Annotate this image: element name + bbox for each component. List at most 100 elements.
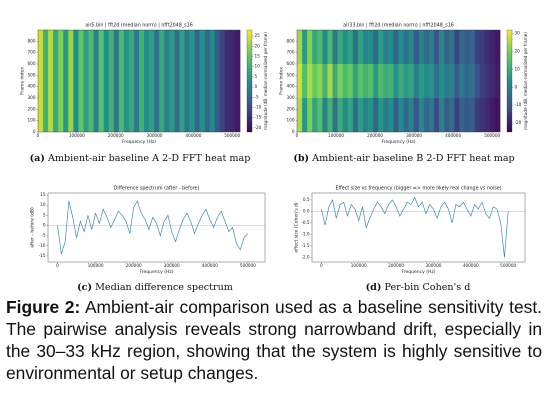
x-tick-label: 100000: [351, 263, 367, 268]
x-tick-label: 300000: [164, 263, 180, 268]
heat-cell: [428, 30, 435, 64]
colorbar-tick-label: 0: [515, 84, 518, 89]
heat-cell: [373, 64, 379, 98]
heat-cell: [302, 98, 308, 132]
x-axis-label: Frequency (Hz): [122, 139, 156, 145]
heat-cell: [454, 64, 460, 98]
heat-cell: [444, 30, 450, 64]
heat-cell: [408, 30, 415, 64]
heat-cell: [43, 30, 49, 132]
heat-cell: [154, 30, 160, 132]
subcaption-label: (d): [366, 282, 382, 293]
heat-cell: [368, 30, 374, 64]
y-axis-label: Frame index: [20, 67, 26, 95]
figure: (a) Ambient-air baseline A 2-D FFT heat …: [20, 23, 529, 293]
x-tick-label: 200000: [126, 263, 142, 268]
x-axis-label: Frequency (Hz): [382, 139, 416, 145]
heat-cell: [327, 98, 333, 132]
plot-frame: [311, 192, 526, 263]
heat-cell: [224, 30, 231, 132]
heat-cell: [78, 30, 84, 132]
heat-cell: [174, 30, 180, 132]
heat-cell: [383, 64, 389, 98]
heat-cell: [332, 30, 338, 64]
heat-cell: [169, 30, 175, 132]
y-tick-label: -15: [39, 253, 46, 258]
heat-cell: [327, 64, 333, 98]
heat-cell: [449, 64, 455, 98]
heat-cell: [103, 30, 109, 132]
heat-cell: [113, 30, 120, 132]
heat-cell: [322, 64, 328, 98]
heat-cell: [494, 64, 501, 98]
heat-cell: [479, 64, 486, 98]
colorbar-tick-label: 30: [515, 31, 521, 36]
colorbar-tick-label: -15: [255, 115, 262, 120]
heat-cell: [214, 30, 221, 132]
heat-cell: [439, 98, 445, 132]
colorbar-label: magnitude (dB, median-normalized per fra…: [263, 32, 268, 130]
heat-cell: [357, 98, 364, 132]
heat-cell: [297, 98, 303, 132]
colorbar-tick-label: 10: [515, 66, 521, 71]
heat-cell: [209, 30, 216, 132]
subcaption: (d) Per-bin Cohen's d: [366, 282, 471, 293]
colorbar-tick-label: -10: [515, 102, 522, 107]
heat-cell: [118, 30, 125, 132]
heat-cell: [322, 98, 328, 132]
heat-cell: [342, 30, 349, 64]
chart-title: Effect size vs frequency (bigger => more…: [335, 186, 501, 192]
heat-cell: [464, 98, 470, 132]
y-tick-label: -2.0: [301, 254, 310, 259]
heat-cell: [219, 30, 226, 132]
heat-cell: [474, 98, 480, 132]
x-tick-label: 400000: [463, 263, 479, 268]
x-tick-label: 400000: [202, 263, 218, 268]
heat-cell: [159, 30, 165, 132]
heat-cell: [312, 98, 318, 132]
heat-cell: [444, 98, 450, 132]
heat-cell: [454, 98, 460, 132]
line-series: [57, 200, 249, 254]
heat-cell: [322, 30, 328, 64]
heat-cell: [474, 30, 480, 64]
heat-cell: [302, 30, 308, 64]
y-tick-label: -1.0: [301, 231, 310, 236]
heat-cell: [63, 30, 69, 132]
colorbar-tick-label: 25: [255, 33, 261, 38]
colorbar-tick-label: -5: [255, 94, 260, 99]
colorbar-tick-label: -20: [515, 120, 522, 125]
heat-cell: [479, 98, 486, 132]
y-tick-label: 700: [28, 50, 36, 55]
heat-cell: [179, 30, 185, 132]
x-tick-label: 0: [37, 133, 40, 138]
heat-cell: [373, 30, 379, 64]
heat-cell: [398, 98, 404, 132]
heat-cell: [204, 30, 210, 132]
y-tick-label: 500: [28, 72, 36, 77]
heat-cell: [489, 98, 496, 132]
heat-cell: [383, 30, 389, 64]
heat-cell: [494, 30, 501, 64]
heat-cell: [378, 30, 384, 64]
heat-cell: [388, 64, 394, 98]
heat-cell: [388, 30, 394, 64]
heat-cell: [494, 98, 501, 132]
heat-cell: [347, 98, 354, 132]
heat-cell: [393, 64, 399, 98]
y-tick-label: 800: [28, 38, 36, 43]
subcaption-text: Median difference spectrum: [95, 282, 233, 293]
heat-cell: [449, 98, 455, 132]
heat-cell: [423, 64, 430, 98]
subcaption-text: Per-bin Cohen's d: [384, 282, 470, 293]
y-tick-label: 200: [287, 106, 295, 111]
heat-cell: [489, 64, 496, 98]
heat-cell: [352, 30, 359, 64]
colorbar: [506, 29, 513, 133]
heat-cell: [428, 64, 435, 98]
y-tick-label: 500: [287, 72, 295, 77]
heat-cell: [434, 98, 440, 132]
heat-cell: [403, 64, 409, 98]
x-tick-label: 0: [320, 263, 323, 268]
